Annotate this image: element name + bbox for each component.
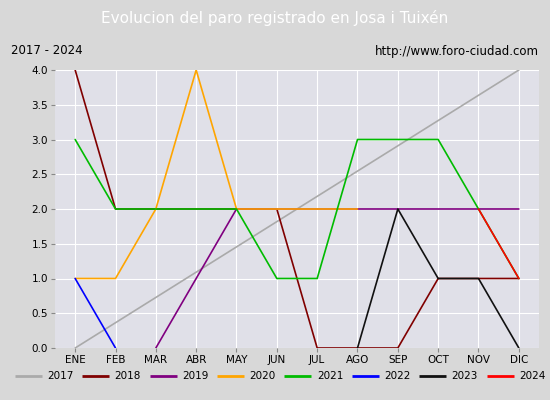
Text: 2018: 2018: [114, 371, 141, 381]
Text: 2023: 2023: [452, 371, 478, 381]
Text: 2022: 2022: [384, 371, 410, 381]
Text: 2020: 2020: [249, 371, 276, 381]
Text: Evolucion del paro registrado en Josa i Tuixén: Evolucion del paro registrado en Josa i …: [101, 10, 449, 26]
Text: 2021: 2021: [317, 371, 343, 381]
Text: http://www.foro-ciudad.com: http://www.foro-ciudad.com: [375, 44, 539, 58]
Text: 2017: 2017: [47, 371, 74, 381]
Text: 2024: 2024: [519, 371, 545, 381]
Text: 2019: 2019: [182, 371, 208, 381]
Text: 2017 - 2024: 2017 - 2024: [11, 44, 82, 58]
